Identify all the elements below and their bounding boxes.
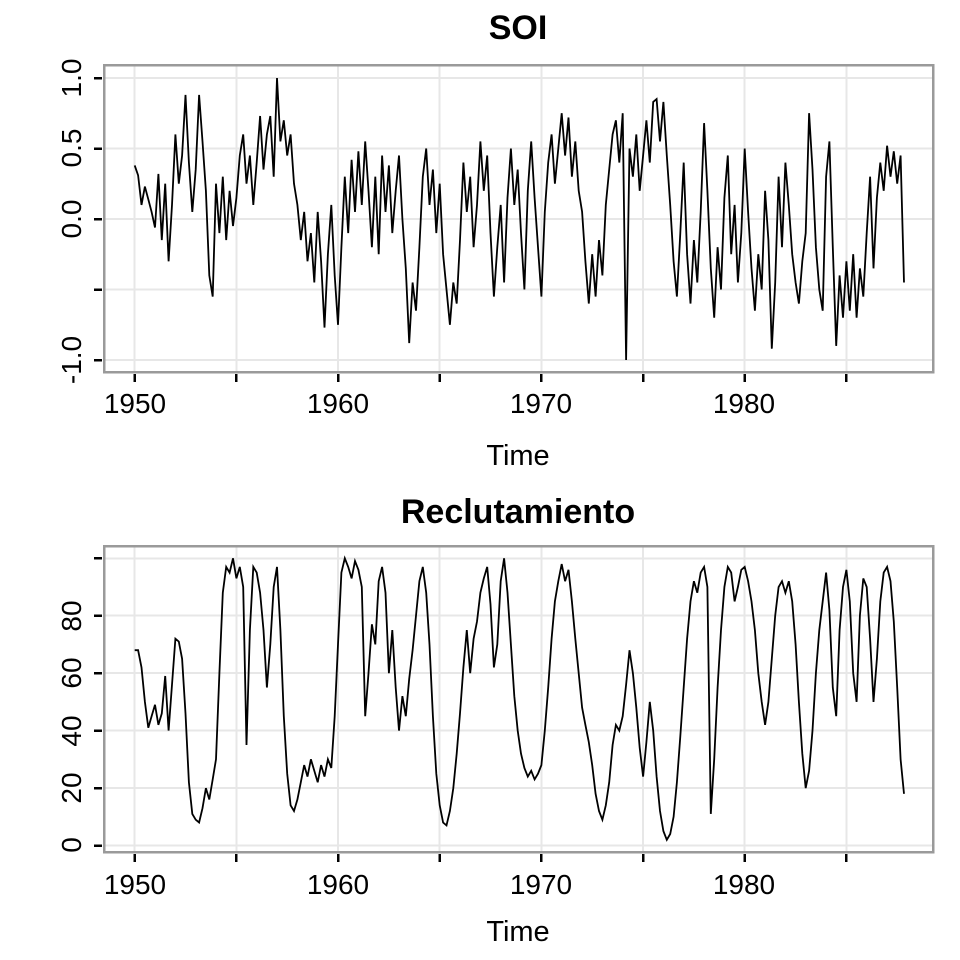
x-tick-label: 1970	[509, 388, 573, 419]
y-tick-label: 0	[56, 837, 87, 853]
x-tick-label: 1970	[509, 869, 573, 900]
panel-border	[102, 544, 935, 854]
chart-panel-soi	[94, 63, 935, 382]
x-axis-title-time: Time	[486, 916, 550, 948]
y-tick-label: 0.0	[56, 199, 87, 239]
series-line-reclutamiento	[134, 555, 905, 842]
chart-panel-reclutamiento	[94, 544, 935, 862]
panel-border	[102, 63, 935, 374]
chart-title-reclutamiento: Reclutamiento	[400, 493, 636, 531]
x-tick-label: 1980	[712, 388, 776, 419]
x-tick-label: 1960	[306, 869, 370, 900]
x-tick-label: 1980	[712, 869, 776, 900]
x-tick-label: 1960	[306, 388, 370, 419]
x-axis-title-time: Time	[486, 440, 550, 472]
x-tick-label: 1950	[103, 388, 167, 419]
y-tick-label: -1.0	[56, 335, 87, 385]
chart-title-soi: SOI	[488, 9, 548, 47]
series-line-soi	[133, 77, 905, 361]
x-tick-label: 1950	[103, 869, 167, 900]
